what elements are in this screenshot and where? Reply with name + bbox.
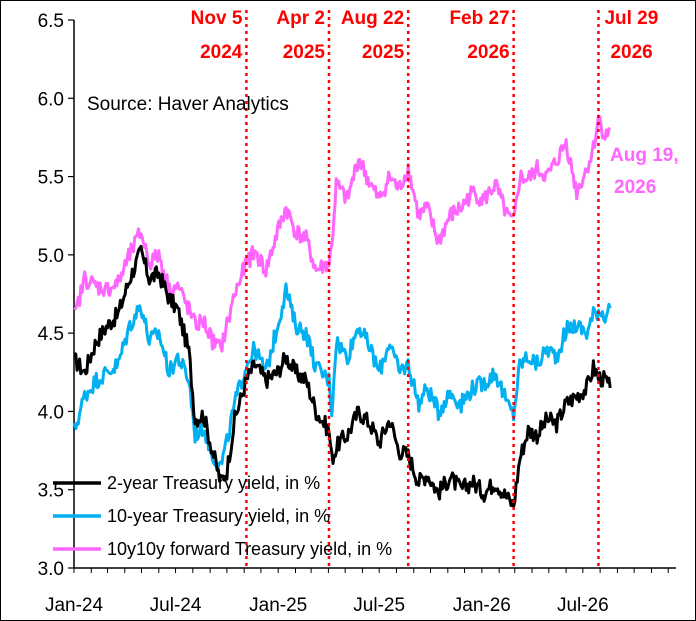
y-tick-label: 3.5 (38, 481, 64, 502)
event-label-line1: Jul 29 (604, 8, 658, 29)
event-lines-group: Nov 5 2024 Apr 2 2025 Aug 22 2025 Feb 27 2026 Ju… (191, 8, 658, 568)
x-tick-label: Jul-26 (557, 595, 609, 616)
y-tick-label: 5.5 (38, 168, 64, 189)
event-label-line1: Nov 5 (191, 8, 243, 29)
legend: 2-year Treasury yield, in % 10-year Treas… (53, 473, 392, 559)
event-label-line2: 2024 (200, 42, 243, 63)
source-note: Source: Haver Analytics (87, 94, 289, 115)
x-tick-label: Jan-25 (249, 595, 307, 616)
y-tick-label: 6.0 (38, 89, 64, 110)
axes-group: 3.0 3.5 4.0 4.5 5.0 5.5 6.0 6.5 Jan-24 Jul-24 Jan-… (38, 11, 676, 616)
series-line-10y (73, 282, 612, 471)
event-label-line2: 2025 (283, 42, 326, 63)
y-tick-label: 4.5 (38, 324, 64, 345)
event-label-line1: Feb 27 (449, 8, 509, 29)
x-tick-label: Jan-24 (45, 595, 104, 616)
event-label-line2: 2026 (467, 42, 509, 63)
legend-label: 10y10y forward Treasury yield, in % (107, 539, 392, 559)
series-group (73, 114, 612, 509)
series-line-2y (73, 244, 612, 509)
x-tick-label: Jan-26 (453, 595, 511, 616)
event-label-line1: Apr 2 (276, 8, 325, 29)
y-tick-label: 4.0 (38, 402, 64, 423)
event-label-line1: Aug 22 (341, 8, 404, 29)
event-label-line2: 2025 (362, 42, 405, 63)
series-line-10y10y (73, 114, 612, 353)
y-tick-label: 6.5 (38, 11, 64, 32)
x-tick-label: Jul-24 (150, 595, 202, 616)
event-label-line2: 2026 (610, 42, 652, 63)
end-date-label-line2: 2026 (614, 177, 656, 198)
end-label-group: Aug 19, 2026 (610, 145, 679, 198)
legend-label: 10-year Treasury yield, in % (107, 506, 330, 526)
y-tick-label: 5.0 (38, 246, 64, 267)
y-tick-label: 3.0 (38, 559, 64, 580)
end-date-label-line1: Aug 19, (610, 145, 679, 166)
x-tick-label: Jul-25 (353, 595, 405, 616)
legend-label: 2-year Treasury yield, in % (107, 473, 320, 493)
